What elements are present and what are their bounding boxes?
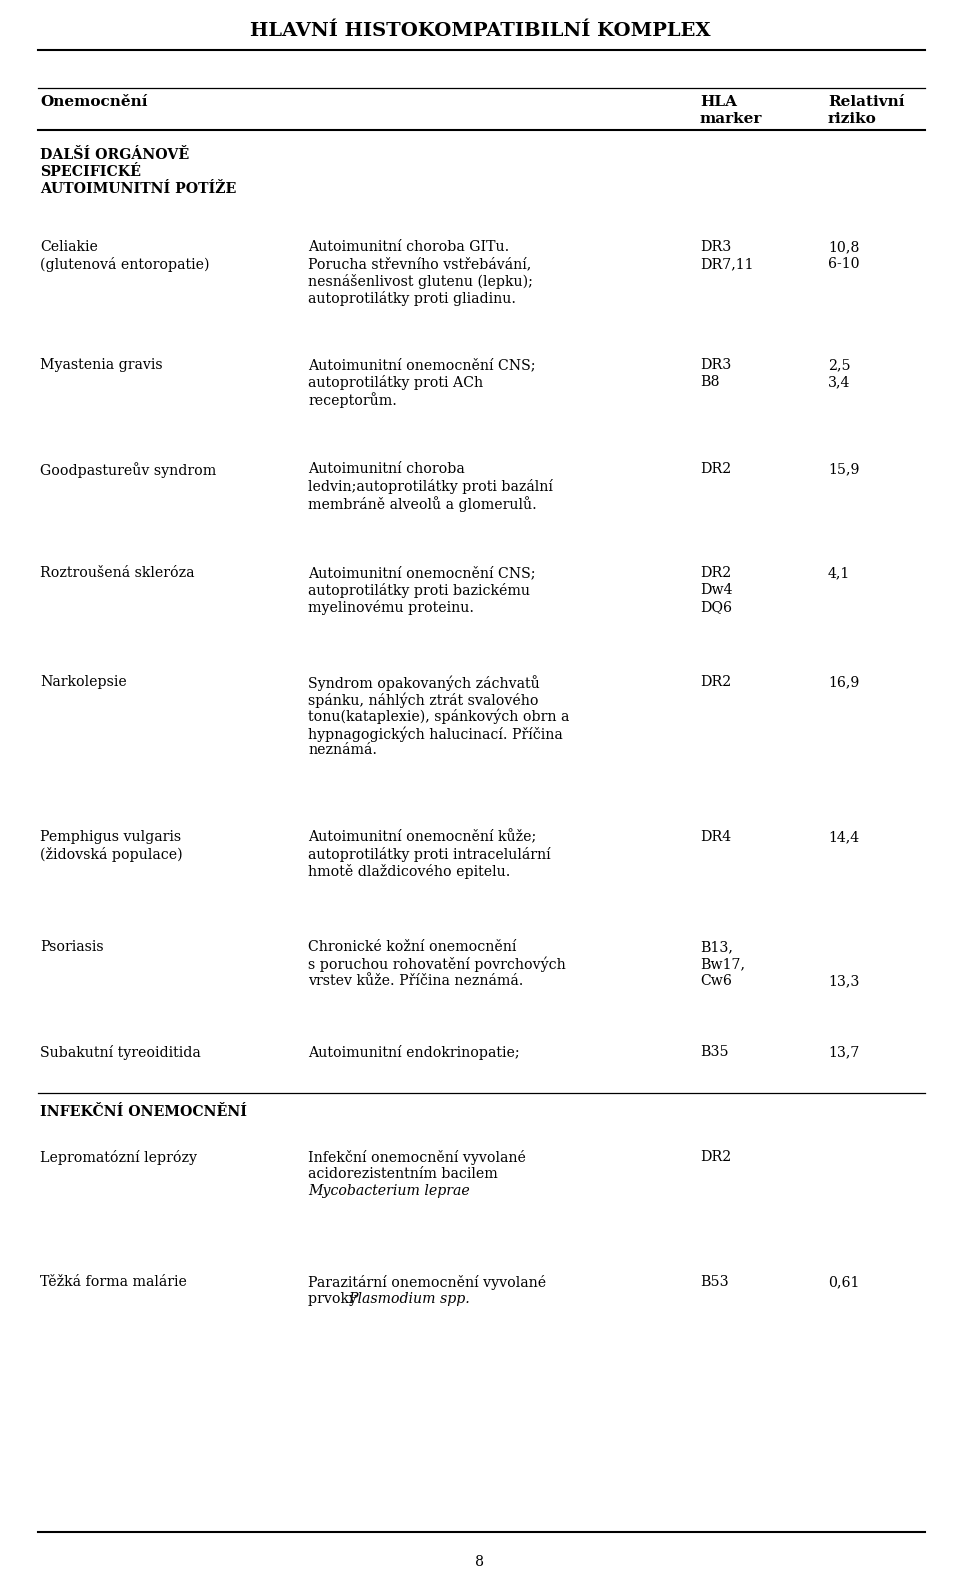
Text: B13,: B13, <box>700 940 732 955</box>
Text: Těžká forma malárie: Těžká forma malárie <box>40 1274 187 1289</box>
Text: neznámá.: neznámá. <box>308 743 377 757</box>
Text: Autoimunitní choroba: Autoimunitní choroba <box>308 461 465 476</box>
Text: spánku, náhlých ztrát svalového: spánku, náhlých ztrát svalového <box>308 692 539 708</box>
Text: acidorezistentním bacilem: acidorezistentním bacilem <box>308 1168 497 1181</box>
Text: Mycobacterium leprae: Mycobacterium leprae <box>308 1184 469 1198</box>
Text: Autoimunitní endokrinopatie;: Autoimunitní endokrinopatie; <box>308 1045 519 1060</box>
Text: Porucha střevního vstřebávání,: Porucha střevního vstřebávání, <box>308 258 531 270</box>
Text: 0,61: 0,61 <box>828 1274 859 1289</box>
Text: hmotě dlaždicového epitelu.: hmotě dlaždicového epitelu. <box>308 864 511 878</box>
Text: hypnagogických halucinací. Příčina: hypnagogických halucinací. Příčina <box>308 725 563 741</box>
Text: DR2: DR2 <box>700 1150 732 1165</box>
Text: Cw6: Cw6 <box>700 974 732 988</box>
Text: B53: B53 <box>700 1274 729 1289</box>
Text: B35: B35 <box>700 1045 729 1060</box>
Text: Dw4: Dw4 <box>700 582 732 597</box>
Text: Autoimunitní choroba GITu.: Autoimunitní choroba GITu. <box>308 240 509 255</box>
Text: DQ6: DQ6 <box>700 600 732 614</box>
Text: ledvin;autoprotilátky proti bazální: ledvin;autoprotilátky proti bazální <box>308 479 553 493</box>
Text: 13,3: 13,3 <box>828 974 859 988</box>
Text: autoprotilátky proti intracelulární: autoprotilátky proti intracelulární <box>308 846 551 862</box>
Text: autoprotilátky proti ACh: autoprotilátky proti ACh <box>308 375 483 390</box>
Text: Bw17,: Bw17, <box>700 958 745 971</box>
Text: Plasmodium spp.: Plasmodium spp. <box>348 1292 469 1306</box>
Text: INFEKČNÍ ONEMOCNĚNÍ: INFEKČNÍ ONEMOCNĚNÍ <box>40 1106 247 1118</box>
Text: 6-10: 6-10 <box>828 258 859 270</box>
Text: 10,8: 10,8 <box>828 240 859 255</box>
Text: DR2: DR2 <box>700 461 732 476</box>
Text: myelinovému proteinu.: myelinovému proteinu. <box>308 600 474 616</box>
Text: Autoimunitní onemocnění CNS;: Autoimunitní onemocnění CNS; <box>308 358 536 372</box>
Text: DALŠÍ ORGÁNOVĚ: DALŠÍ ORGÁNOVĚ <box>40 148 189 162</box>
Text: Relativní: Relativní <box>828 95 904 110</box>
Text: autoprotilátky proti bazickému: autoprotilátky proti bazickému <box>308 582 530 598</box>
Text: s poruchou rohovatění povrchových: s poruchou rohovatění povrchových <box>308 958 565 972</box>
Text: B8: B8 <box>700 375 719 390</box>
Text: 8: 8 <box>475 1554 485 1569</box>
Text: DR3: DR3 <box>700 358 732 372</box>
Text: Myastenia gravis: Myastenia gravis <box>40 358 162 372</box>
Text: Parazitární onemocnění vyvolané: Parazitární onemocnění vyvolané <box>308 1274 546 1290</box>
Text: membráně alveolů a glomerulů.: membráně alveolů a glomerulů. <box>308 496 537 512</box>
Text: HLAVNÍ HISTOKOMPATIBILNÍ KOMPLEX: HLAVNÍ HISTOKOMPATIBILNÍ KOMPLEX <box>250 22 710 40</box>
Text: (glutenová entoropatie): (glutenová entoropatie) <box>40 258 209 272</box>
Text: DR4: DR4 <box>700 831 732 843</box>
Text: DR7,11: DR7,11 <box>700 258 754 270</box>
Text: receptorům.: receptorům. <box>308 391 396 407</box>
Text: Syndrom opakovaných záchvatů: Syndrom opakovaných záchvatů <box>308 675 540 690</box>
Text: DR2: DR2 <box>700 566 732 581</box>
Text: 14,4: 14,4 <box>828 831 859 843</box>
Text: prvoky: prvoky <box>308 1292 362 1306</box>
Text: Roztroušená skleróza: Roztroušená skleróza <box>40 566 195 581</box>
Text: HLA: HLA <box>700 95 737 110</box>
Text: tonu(kataplexie), spánkových obrn a: tonu(kataplexie), spánkových obrn a <box>308 710 569 724</box>
Text: DR2: DR2 <box>700 675 732 689</box>
Text: nesnášenlivost glutenu (lepku);: nesnášenlivost glutenu (lepku); <box>308 274 533 290</box>
Text: Pemphigus vulgaris: Pemphigus vulgaris <box>40 831 181 843</box>
Text: riziko: riziko <box>828 111 876 126</box>
Text: Subakutní tyreoiditida: Subakutní tyreoiditida <box>40 1045 201 1060</box>
Text: 13,7: 13,7 <box>828 1045 859 1060</box>
Text: Goodpastureův syndrom: Goodpastureův syndrom <box>40 461 216 477</box>
Text: AUTOIMUNITNÍ POTÍŽE: AUTOIMUNITNÍ POTÍŽE <box>40 181 236 196</box>
Text: Celiakie: Celiakie <box>40 240 98 255</box>
Text: Lepromatózní leprózy: Lepromatózní leprózy <box>40 1150 197 1165</box>
Text: vrstev kůže. Příčina neznámá.: vrstev kůže. Příčina neznámá. <box>308 974 523 988</box>
Text: Psoriasis: Psoriasis <box>40 940 104 955</box>
Text: marker: marker <box>700 111 762 126</box>
Text: Autoimunitní onemocnění CNS;: Autoimunitní onemocnění CNS; <box>308 566 536 581</box>
Text: Infekční onemocnění vyvolané: Infekční onemocnění vyvolané <box>308 1150 526 1165</box>
Text: SPECIFICKÉ: SPECIFICKÉ <box>40 165 141 180</box>
Text: 15,9: 15,9 <box>828 461 859 476</box>
Text: DR3: DR3 <box>700 240 732 255</box>
Text: Narkolepsie: Narkolepsie <box>40 675 127 689</box>
Text: Onemocnění: Onemocnění <box>40 95 148 110</box>
Text: autoprotilátky proti gliadinu.: autoprotilátky proti gliadinu. <box>308 291 516 305</box>
Text: (židovská populace): (židovská populace) <box>40 846 182 862</box>
Text: 16,9: 16,9 <box>828 675 859 689</box>
Text: 2,5: 2,5 <box>828 358 851 372</box>
Text: 4,1: 4,1 <box>828 566 851 581</box>
Text: Chronické kožní onemocnění: Chronické kožní onemocnění <box>308 940 516 955</box>
Text: 3,4: 3,4 <box>828 375 851 390</box>
Text: Autoimunitní onemocnění kůže;: Autoimunitní onemocnění kůže; <box>308 831 537 845</box>
